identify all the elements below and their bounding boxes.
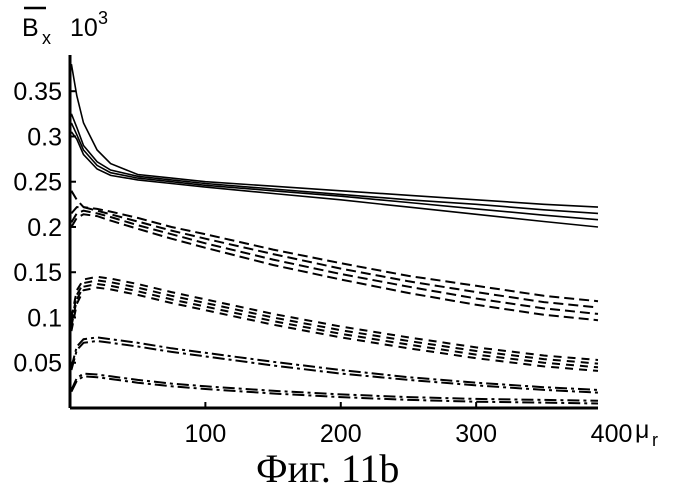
series-line-13 xyxy=(70,336,599,391)
y-tick-label: 0.15 xyxy=(13,259,62,287)
x-axis-subscript: r xyxy=(652,430,658,450)
series-line-11 xyxy=(70,282,599,369)
series-lines xyxy=(70,63,599,405)
series-line-12 xyxy=(70,286,599,372)
series-line-7 xyxy=(70,209,599,315)
figure-caption: Фиг. 11b xyxy=(256,446,399,491)
y-axis-title: B x 10 3 xyxy=(22,6,108,48)
x-axis-symbol: μ xyxy=(635,416,649,444)
x-tick-label: 100 xyxy=(185,420,227,448)
series-line-14 xyxy=(70,339,599,394)
series-line-2 xyxy=(70,113,599,215)
y-tick-label: 0.1 xyxy=(27,304,62,332)
series-line-6 xyxy=(70,206,599,309)
y-ticks: 0.05 0.1 0.15 0.2 0.25 0.3 0.35 xyxy=(13,78,76,378)
axes xyxy=(68,55,598,410)
y-tick-label: 0.05 xyxy=(13,350,62,378)
y-tick-label: 0.3 xyxy=(27,123,62,151)
y-axis-multiplier: 10 xyxy=(70,14,98,42)
x-axis-title: μ r xyxy=(635,416,658,450)
x-ticks: 100 200 300 400 xyxy=(185,402,633,448)
series-line-16 xyxy=(70,375,599,405)
x-tick-label: 300 xyxy=(455,420,497,448)
series-line-1 xyxy=(70,63,599,208)
series-line-4 xyxy=(70,131,599,228)
y-tick-label: 0.35 xyxy=(13,78,62,106)
x-tick-label: 200 xyxy=(320,420,362,448)
series-line-10 xyxy=(70,279,599,365)
y-axis-exponent: 3 xyxy=(98,8,108,28)
y-tick-label: 0.2 xyxy=(27,214,62,242)
series-line-8 xyxy=(70,213,599,322)
series-line-15 xyxy=(70,372,599,402)
series-line-9 xyxy=(70,275,599,361)
x-tick-label: 400 xyxy=(591,420,633,448)
y-axis-subscript: x xyxy=(42,28,51,48)
series-line-3 xyxy=(70,122,599,221)
y-axis-symbol: B xyxy=(22,14,39,42)
y-tick-label: 0.25 xyxy=(13,169,62,197)
